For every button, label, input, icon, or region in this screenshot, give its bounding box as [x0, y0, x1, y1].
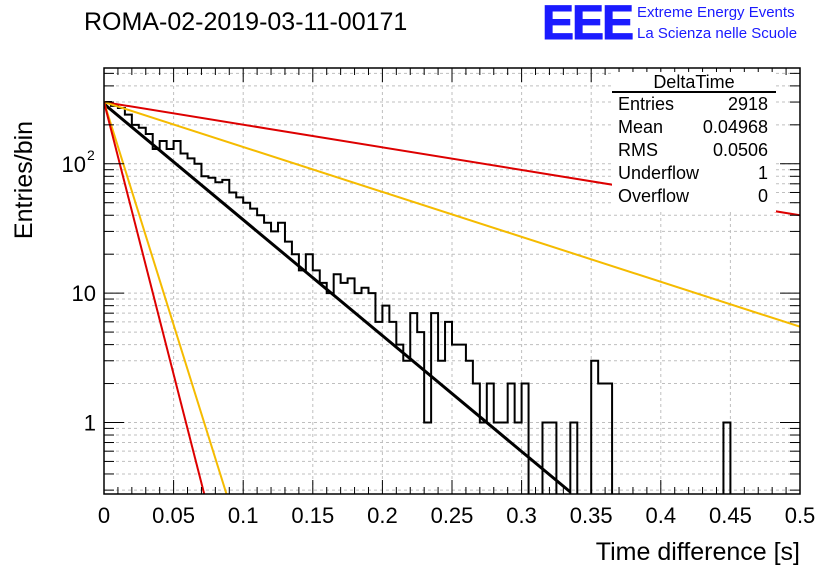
x-tick-label: 0.1 — [228, 503, 259, 528]
stats-label: RMS — [618, 140, 658, 160]
stats-value: 1 — [758, 163, 768, 183]
y-axis-label: Entries/bin — [10, 121, 38, 239]
fit-curve — [104, 101, 228, 494]
x-tick-label: 0.05 — [152, 503, 195, 528]
stats-label: Entries — [618, 94, 674, 114]
x-tick-label: 0.2 — [367, 503, 398, 528]
y-tick-label: 10 — [62, 152, 86, 177]
stats-title: DeltaTime — [653, 72, 734, 92]
x-tick-label: 0.4 — [646, 503, 677, 528]
x-axis-label: Time difference [s] — [596, 538, 800, 566]
y-tick-exponent: 2 — [87, 147, 95, 163]
x-tick-label: 0.35 — [570, 503, 613, 528]
y-tick-label: 10 — [72, 281, 96, 306]
fit-curve — [104, 101, 206, 494]
x-tick-label: 0.45 — [709, 503, 752, 528]
stats-label: Overflow — [618, 186, 690, 206]
stats-value: 2918 — [728, 94, 768, 114]
x-tick-label: 0.25 — [431, 503, 474, 528]
stats-label: Underflow — [618, 163, 700, 183]
fit-curve — [104, 102, 572, 494]
logo-subtitle-line2: La Scienza nelle Scuole — [637, 25, 798, 42]
x-tick-label: 0.15 — [291, 503, 334, 528]
stats-value: 0.04968 — [703, 117, 768, 137]
run-title: ROMA-02-2019-03-11-00171 — [84, 8, 408, 36]
stats-label: Mean — [618, 117, 663, 137]
x-tick-label: 0 — [98, 503, 110, 528]
stats-box — [612, 72, 776, 212]
x-tick-label: 0.3 — [506, 503, 537, 528]
fit-curve — [104, 101, 800, 328]
logo-subtitle-line1: Extreme Energy Events — [637, 4, 795, 21]
y-tick-label: 1 — [84, 410, 96, 435]
histogram-line — [104, 101, 732, 494]
eee-logo: EEE — [541, 0, 634, 51]
stats-value: 0 — [758, 186, 768, 206]
stats-value: 0.0506 — [713, 140, 768, 160]
x-tick-label: 0.5 — [785, 503, 816, 528]
